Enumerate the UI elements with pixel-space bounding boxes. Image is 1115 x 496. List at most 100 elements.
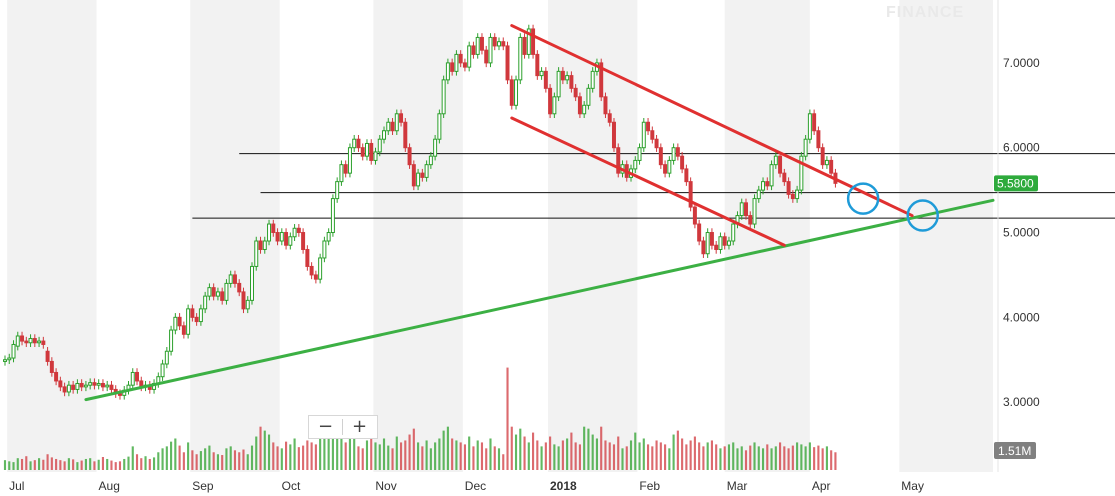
zoom-out-button[interactable]: −	[317, 416, 334, 437]
candle-body	[786, 181, 791, 195]
candle-body	[207, 287, 212, 297]
volume-bar	[374, 442, 377, 470]
volume-bar	[412, 428, 415, 470]
volume-bar	[727, 444, 731, 470]
volume-bar	[212, 452, 215, 470]
volume-bar	[421, 446, 424, 470]
volume-bar	[306, 440, 309, 470]
volume-bar	[3, 460, 7, 470]
month-bands	[7, 0, 993, 472]
candle-body	[424, 164, 429, 178]
volume-bar	[723, 446, 726, 470]
candle-body	[590, 70, 595, 89]
candle-body	[633, 159, 638, 170]
volume-bar	[399, 442, 403, 470]
candle-body	[373, 151, 378, 161]
volume-bar	[544, 442, 547, 470]
volume-bar	[233, 450, 237, 470]
volume-bar	[16, 458, 19, 470]
last-price-text: 5.5800	[997, 176, 1034, 190]
volume-bar	[497, 448, 501, 470]
candle-body	[663, 164, 668, 174]
volume-bar	[55, 458, 58, 470]
volume-bar	[357, 446, 360, 470]
candle-body	[258, 240, 263, 250]
volume-bar	[800, 444, 803, 470]
volume-bar	[144, 456, 147, 470]
candle-body	[54, 371, 59, 382]
candle-body	[88, 382, 93, 386]
candle-body	[450, 62, 455, 72]
candle-body	[15, 335, 20, 347]
candle-body	[428, 155, 433, 166]
volume-bar	[20, 458, 24, 470]
volume-bar	[706, 442, 709, 470]
volume-bar	[63, 461, 66, 470]
volume-bar	[804, 446, 807, 470]
candle-body	[637, 147, 642, 161]
x-tick-label: Oct	[282, 479, 301, 493]
candle-body	[377, 138, 382, 153]
candle-body	[228, 274, 233, 284]
candle-body	[718, 236, 723, 250]
candle-body	[292, 227, 297, 238]
volume-bar	[787, 448, 790, 470]
volume-bar	[591, 434, 594, 470]
y-axis: 7.0000 6.0000 5.0000 4.0000 3.0000	[997, 0, 1040, 472]
volume-bar	[749, 445, 752, 470]
volume-bar	[259, 426, 262, 470]
candle-body	[433, 138, 438, 157]
x-tick-label: 2018	[550, 479, 577, 493]
zoom-in-button[interactable]: +	[351, 416, 368, 437]
volume-bar	[451, 438, 454, 470]
volume-bar	[246, 454, 249, 470]
candle-body	[646, 121, 651, 132]
candle-body	[820, 147, 825, 166]
volume-bar	[646, 444, 650, 470]
volume-bar	[289, 444, 292, 470]
volume-bar	[417, 442, 420, 470]
candle-body	[109, 384, 114, 390]
candle-body	[548, 87, 553, 115]
volume-bar	[191, 450, 194, 470]
candle-body	[169, 329, 174, 352]
y-tick-label: 5.0000	[1003, 226, 1040, 240]
volume-bar	[187, 442, 190, 470]
volume-bar	[519, 428, 522, 470]
volume-bar	[693, 436, 696, 470]
volume-bar	[101, 457, 105, 470]
volume-bar	[583, 426, 586, 470]
volume-bar	[468, 436, 471, 470]
candle-body	[49, 360, 54, 373]
candle-body	[130, 371, 135, 386]
candle-body	[211, 287, 216, 297]
candle-body	[305, 248, 310, 267]
candle-body	[326, 232, 331, 242]
candle-body	[96, 382, 101, 386]
candle-body	[782, 172, 787, 183]
volume-bar	[238, 452, 241, 470]
candle-body	[684, 168, 689, 183]
candle-body	[250, 265, 254, 301]
volume-bar	[195, 454, 198, 470]
volume-bar	[566, 438, 569, 470]
volume-bar	[480, 442, 484, 470]
volume-bar	[821, 448, 824, 470]
volume-bar	[446, 426, 449, 470]
volume-text: 1.51M	[998, 444, 1031, 458]
candle-body	[586, 87, 591, 106]
candle-body	[275, 232, 280, 242]
volume-bar	[561, 440, 564, 470]
volume-bar	[651, 446, 654, 470]
volume-bar	[293, 438, 296, 470]
month-band	[7, 0, 97, 472]
candle-body	[560, 70, 565, 81]
volume-bar	[715, 444, 718, 470]
x-tick-label: Jul	[9, 479, 24, 493]
candle-body	[535, 53, 540, 77]
volume-bar	[340, 432, 343, 470]
volume-bar	[625, 446, 628, 470]
candle-body	[347, 147, 352, 174]
candle-body	[505, 45, 510, 81]
candle-body	[454, 53, 459, 72]
